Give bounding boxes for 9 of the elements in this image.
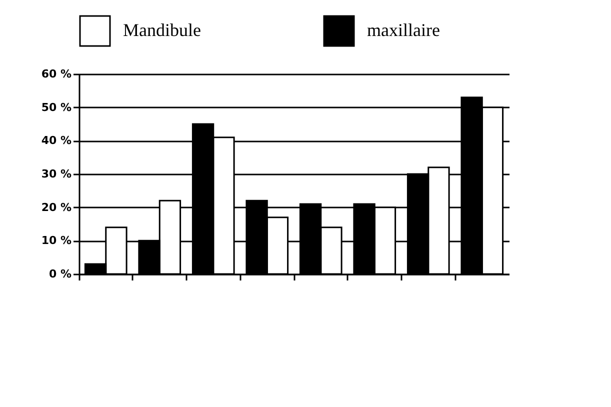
y-tick-label: 10 % <box>41 234 72 248</box>
y-tick-label: 0 % <box>48 268 72 280</box>
y-tick-label: 20 % <box>41 200 72 214</box>
y-tick-label: 30 % <box>41 168 72 180</box>
legend-label: Mandibule <box>123 20 201 40</box>
y-tick-label: 50 % <box>41 100 72 114</box>
y-tick-label: 40 % <box>41 134 72 148</box>
y-tick-label: 60 % <box>41 68 72 80</box>
legend-label: maxillaire <box>367 20 440 40</box>
